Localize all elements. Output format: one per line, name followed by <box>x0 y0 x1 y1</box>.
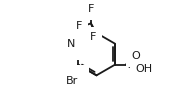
Text: Br: Br <box>66 76 78 86</box>
Text: OH: OH <box>135 64 152 74</box>
Text: F: F <box>90 32 96 42</box>
Text: F: F <box>88 4 94 14</box>
Text: F: F <box>76 21 82 31</box>
Text: N: N <box>67 39 76 49</box>
Text: O: O <box>132 51 140 61</box>
